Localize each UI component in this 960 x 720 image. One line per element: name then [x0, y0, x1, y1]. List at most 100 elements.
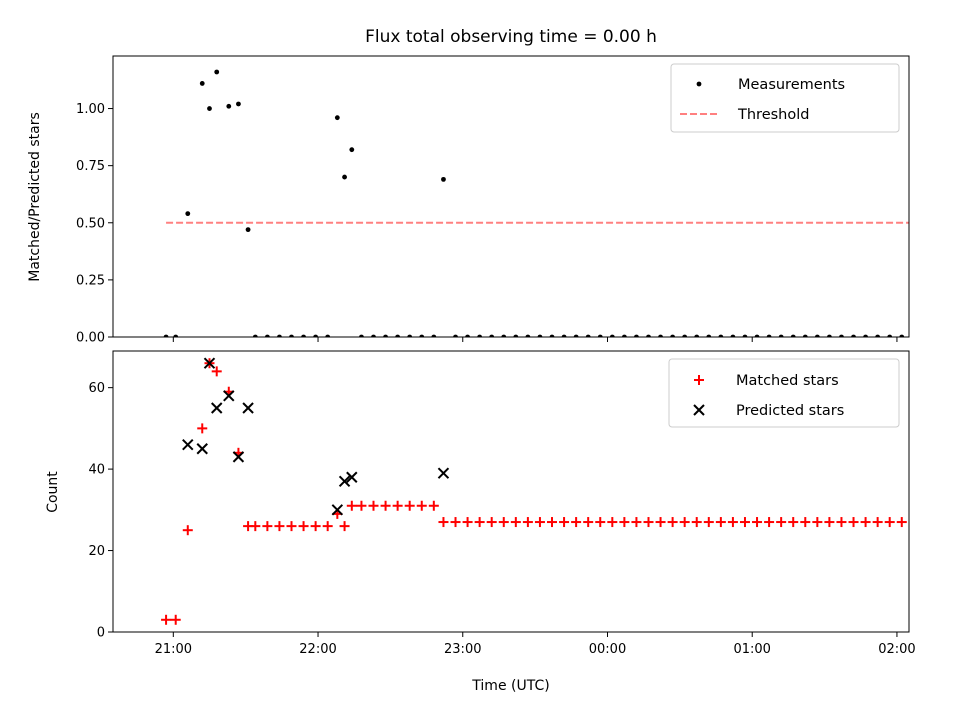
measurement-point	[501, 334, 507, 337]
measurement-point	[525, 334, 531, 337]
predicted-star-d2	[242, 402, 254, 414]
measurement-point	[419, 334, 425, 337]
matched-star-marker	[691, 517, 702, 528]
x-tick-label: 21:00	[155, 642, 192, 657]
matched-star-marker	[836, 517, 847, 528]
measurement-point	[489, 334, 495, 337]
matched-star-marker	[595, 517, 606, 528]
matched-star-marker	[583, 517, 594, 528]
y-tick-label: 0.50	[76, 216, 105, 231]
measurement-point	[634, 334, 639, 337]
predicted-star-d2	[346, 471, 358, 483]
matched-star-marker	[655, 517, 666, 528]
measurement-point	[899, 334, 905, 337]
predicted-star-marker	[182, 438, 194, 451]
x-tick-label: 00:00	[589, 642, 626, 657]
measurement-point	[441, 176, 446, 182]
measurement-point	[173, 334, 179, 337]
measurement-point	[585, 334, 591, 337]
measurement-point	[814, 334, 820, 337]
measurement-point	[561, 334, 567, 337]
measurement-point	[163, 334, 169, 337]
measurement-point	[730, 334, 736, 337]
matched-star-marker	[607, 517, 618, 528]
matched-star-marker	[310, 521, 321, 532]
measurement-point	[706, 334, 712, 337]
matched-star-marker	[679, 517, 690, 528]
matched-star-marker	[274, 521, 285, 532]
matched-star-marker	[860, 517, 871, 528]
measurement-point	[465, 334, 470, 337]
matched-star-marker	[776, 517, 787, 528]
measurement-point	[875, 334, 881, 337]
matched-star-marker	[571, 517, 582, 528]
matched-star-marker	[211, 366, 222, 377]
predicted-star-marker	[242, 402, 254, 414]
measurement-point	[839, 334, 844, 337]
measurement-point	[245, 227, 251, 233]
predicted-star-marker	[346, 471, 358, 483]
measurement-point	[778, 334, 784, 337]
predicted-star-d2	[232, 451, 245, 463]
y-tick-label: 20	[88, 544, 105, 559]
measurement-point	[887, 334, 893, 337]
matched-star-marker	[896, 517, 907, 528]
matched-star-marker	[824, 517, 835, 528]
matched-star-marker	[848, 517, 859, 528]
y-tick-label: 0.25	[76, 273, 105, 288]
measurement-point	[264, 334, 270, 337]
matched-star-marker	[380, 500, 391, 511]
bottom-plot-area: 020406021:0022:0023:0000:0001:0002:0003:…	[88, 350, 916, 657]
top-plot-marks	[163, 69, 909, 337]
matched-star-marker	[667, 517, 678, 528]
matched-star-marker	[170, 614, 181, 625]
measurement-point	[334, 115, 340, 121]
measurement-point	[670, 334, 676, 337]
axes-frame	[112, 55, 910, 338]
legend-box	[670, 63, 900, 133]
matched-star-marker	[788, 517, 799, 528]
legend-threshold-label: Threshold	[737, 107, 809, 123]
matched-star-marker	[715, 517, 726, 528]
measurement-point	[289, 334, 294, 337]
measurement-point	[621, 334, 627, 337]
legend-measurements-marker	[696, 81, 702, 87]
measurement-point	[207, 106, 212, 111]
y-tick-label: 0	[97, 626, 105, 641]
matched-star-marker	[428, 500, 439, 511]
x-tick-label: 22:00	[299, 642, 336, 657]
matched-star-marker	[438, 517, 449, 528]
matched-star-marker	[298, 521, 309, 532]
measurement-point	[646, 334, 651, 337]
measurement-point	[236, 101, 241, 107]
measurement-point	[407, 334, 413, 337]
matched-star-marker	[250, 521, 261, 532]
top-y-axis-label: Matched/Predicted stars	[27, 112, 43, 282]
matched-star-marker	[547, 517, 558, 528]
y-tick-label: 0.75	[76, 159, 105, 174]
y-tick-label: 0.00	[76, 331, 105, 346]
legend-box	[668, 358, 900, 428]
y-tick-label: 40	[88, 463, 105, 478]
measurement-point	[790, 334, 796, 337]
measurement-point	[185, 211, 191, 217]
measurement-point	[395, 334, 401, 337]
measurement-point	[742, 334, 748, 337]
predicted-star-d2	[338, 475, 351, 488]
measurement-point	[431, 334, 437, 337]
predicted-star-marker	[437, 467, 450, 479]
bottom-y-axis-label: Count	[45, 471, 61, 513]
matched-star-marker	[182, 525, 193, 536]
x-tick-label: 01:00	[733, 642, 770, 657]
matched-star-marker	[752, 517, 763, 528]
matched-star-marker	[486, 517, 497, 528]
x-tick-label: 02:00	[878, 642, 915, 657]
measurement-point	[802, 334, 808, 337]
matched-star-marker	[884, 517, 895, 528]
measurement-point	[609, 334, 615, 337]
matched-star-marker	[462, 517, 473, 528]
measurement-point	[277, 334, 282, 337]
matched-star-marker	[197, 423, 208, 434]
matched-star-marker	[498, 517, 509, 528]
measurement-point	[214, 69, 220, 75]
